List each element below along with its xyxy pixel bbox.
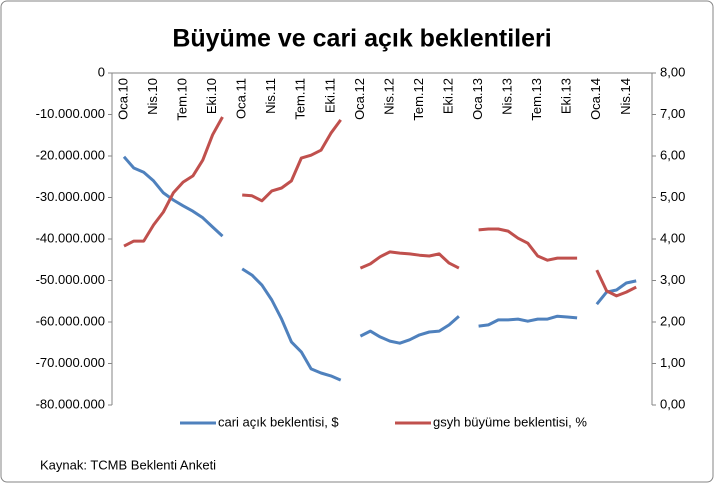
x-tick-label: Oca.10	[115, 78, 130, 120]
x-tick-label: Eki.11	[322, 78, 337, 113]
legend-label: cari açık beklentisi, $	[218, 414, 339, 429]
y2-tick-label: 1,00	[660, 355, 685, 370]
y-tick-label: -10.000.000	[36, 106, 105, 121]
y2-tick-label: 6,00	[660, 147, 685, 162]
x-tick-label: Tem.10	[175, 78, 190, 121]
y2-tick-label: 4,00	[660, 230, 685, 245]
series-line	[123, 116, 637, 298]
y-tick-label: -40.000.000	[36, 230, 105, 245]
chart-title: Büyüme ve cari açık beklentileri	[172, 25, 551, 53]
y-tick-label: -50.000.000	[36, 272, 105, 287]
y-tick-label: -60.000.000	[36, 313, 105, 328]
y-tick-label: -70.000.000	[36, 355, 105, 370]
x-tick-label: Nis.13	[500, 78, 515, 115]
x-tick-label: Nis.12	[381, 78, 396, 115]
x-tick-label: Nis.14	[618, 78, 633, 115]
x-tick-label: Eki.10	[204, 78, 219, 114]
y2-tick-label: 0,00	[660, 396, 685, 411]
x-tick-label: Nis.11	[263, 78, 278, 114]
y-tick-label: -80.000.000	[36, 396, 105, 411]
y2-tick-label: 7,00	[660, 106, 685, 121]
x-tick-label: Tem.11	[293, 78, 308, 120]
source-note: Kaynak: TCMB Beklenti Anketi	[40, 457, 216, 472]
y2-tick-label: 5,00	[660, 189, 685, 204]
x-tick-label: Eki.12	[440, 78, 455, 114]
legend-label: gsyh büyüme beklentisi, %	[433, 414, 587, 429]
y2-tick-label: 3,00	[660, 272, 685, 287]
y-tick-label: -20.000.000	[36, 147, 105, 162]
y-tick-label: 0	[98, 64, 105, 79]
y-tick-label: -30.000.000	[36, 189, 105, 204]
x-tick-label: Tem.12	[411, 78, 426, 121]
x-tick-label: Nis.10	[145, 78, 160, 115]
x-tick-label: Oca.11	[234, 78, 249, 119]
x-tick-label: Oca.13	[470, 78, 485, 120]
x-tick-label: Oca.12	[352, 78, 367, 120]
series-line	[122, 155, 637, 382]
x-tick-label: Oca.14	[588, 78, 603, 120]
x-tick-label: Tem.13	[529, 78, 544, 121]
y2-tick-label: 2,00	[660, 313, 685, 328]
x-tick-label: Eki.13	[559, 78, 574, 114]
y2-tick-label: 8,00	[660, 64, 685, 79]
